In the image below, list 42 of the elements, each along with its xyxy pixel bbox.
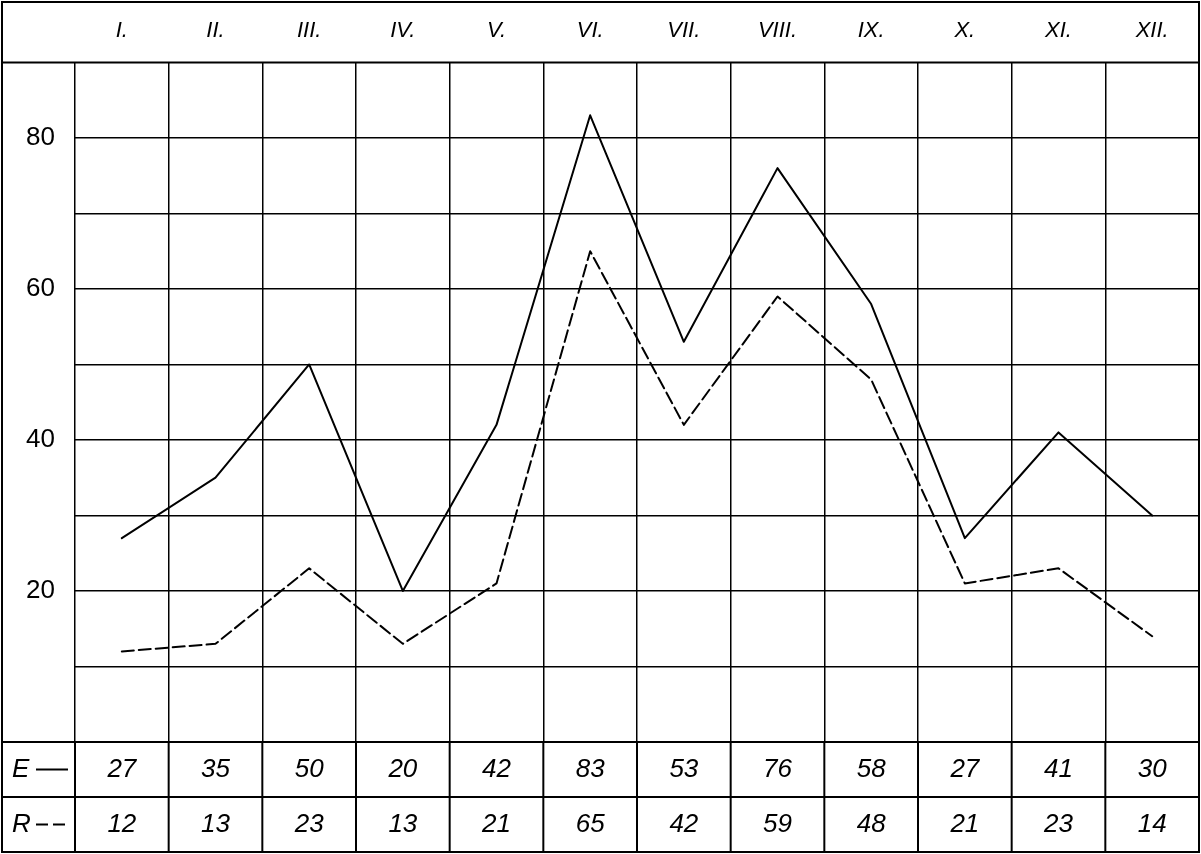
x-tick-label: V. xyxy=(486,17,507,43)
x-tick-label: III. xyxy=(296,17,322,43)
data-label: 53 xyxy=(669,752,699,783)
x-tick-label: VI. xyxy=(576,17,604,43)
y-tick-label: 80 xyxy=(26,121,55,152)
data-label: 23 xyxy=(293,807,325,838)
data-label: 35 xyxy=(201,752,231,783)
legend-label: E xyxy=(12,752,30,783)
x-tick-label: I. xyxy=(115,17,128,43)
data-label: 42 xyxy=(482,752,512,783)
y-tick-label: 40 xyxy=(26,423,55,454)
data-label: 14 xyxy=(1137,807,1167,838)
x-tick-label: VII. xyxy=(667,17,701,43)
data-label: 76 xyxy=(763,752,793,783)
data-label: 13 xyxy=(201,807,231,838)
data-label: 48 xyxy=(856,807,887,838)
y-tick-label: 20 xyxy=(26,574,55,605)
data-label: 27 xyxy=(949,752,981,783)
y-tick-label: 60 xyxy=(26,272,55,303)
x-tick-label: X. xyxy=(953,17,976,43)
data-label: 21 xyxy=(481,807,511,838)
x-tick-label: VIII. xyxy=(757,17,798,43)
data-label: 50 xyxy=(294,752,325,783)
data-label: 21 xyxy=(949,807,980,838)
x-tick-label: IV. xyxy=(390,17,416,43)
data-label: 41 xyxy=(1044,752,1073,783)
x-tick-label: XII. xyxy=(1134,17,1169,43)
data-label: 12 xyxy=(107,807,137,838)
data-label: 23 xyxy=(1043,807,1074,838)
x-tick-label: II. xyxy=(206,17,225,43)
x-tick-label: XI. xyxy=(1044,17,1072,43)
legend-label: R xyxy=(12,807,31,838)
data-label: 27 xyxy=(106,752,138,783)
data-label: 58 xyxy=(856,752,887,783)
data-label: 20 xyxy=(387,752,418,783)
data-label: 30 xyxy=(1137,752,1168,783)
data-label: 59 xyxy=(763,807,792,838)
data-label: 13 xyxy=(388,807,418,838)
x-tick-label: IX. xyxy=(857,17,885,43)
data-label: 83 xyxy=(575,752,606,783)
data-label: 42 xyxy=(669,807,699,838)
data-label: 65 xyxy=(575,807,606,838)
